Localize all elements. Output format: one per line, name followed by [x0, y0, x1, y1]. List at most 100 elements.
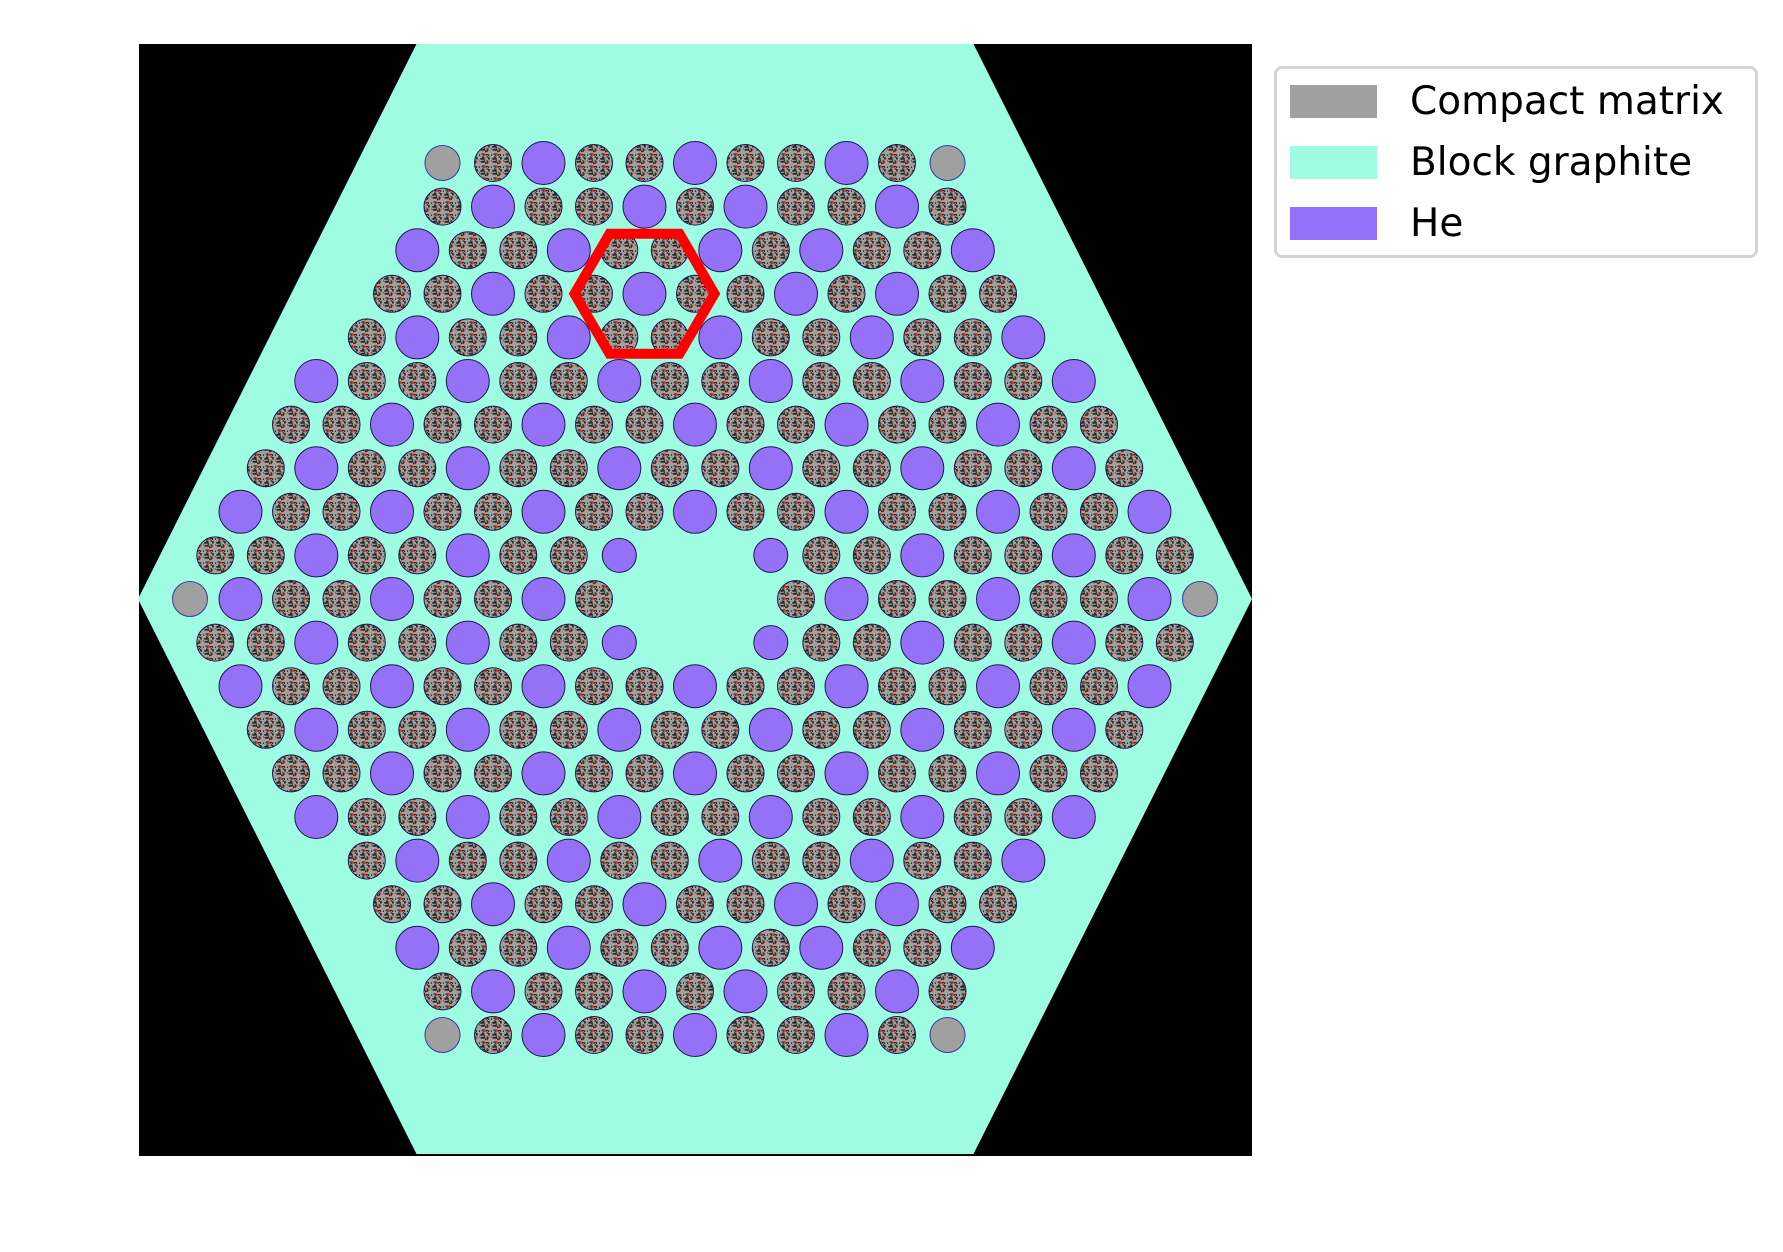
coolant-channel-he — [471, 969, 515, 1014]
coolant-channel-he — [546, 315, 591, 360]
fuel-compact — [726, 667, 765, 706]
fuel-compact — [423, 405, 462, 444]
coolant-channel-he — [1051, 533, 1096, 578]
fuel-compact — [625, 405, 664, 444]
fuel-compact — [246, 710, 285, 749]
coolant-channel-he — [900, 620, 945, 665]
fuel-compact — [1155, 536, 1194, 575]
fuel-compact — [347, 841, 386, 880]
coolant-channel-he — [799, 925, 844, 970]
coolant-channel-he — [900, 359, 945, 403]
fuel-compact — [802, 841, 841, 880]
fuel-compact — [499, 318, 538, 357]
fuel-compact — [347, 798, 386, 836]
coolant-channel-he — [824, 141, 869, 185]
burnable-poison-compact — [424, 1017, 461, 1053]
fuel-compact — [1105, 710, 1144, 749]
fuel-compact — [928, 405, 967, 444]
coolant-channel-he — [395, 838, 440, 883]
fuel-compact — [448, 928, 487, 967]
fuel-compact — [1004, 449, 1043, 488]
fuel-compact — [777, 754, 815, 793]
coolant-channel-he — [1001, 838, 1046, 883]
fuel-compact — [347, 318, 386, 357]
coolant-channel-he — [521, 664, 566, 709]
coolant-channel-he — [294, 359, 339, 403]
coolant-channel-he — [1051, 795, 1096, 839]
fuel-compact — [549, 798, 588, 836]
fuel-compact — [802, 710, 841, 749]
fuel-compact — [903, 928, 942, 967]
fuel-compact — [474, 580, 512, 618]
coolant-channel-he — [622, 969, 667, 1014]
fuel-compact — [726, 1016, 765, 1054]
coolant-channel-he — [875, 882, 919, 927]
coolant-channel-he — [622, 882, 667, 927]
fuel-compact — [878, 405, 916, 444]
coolant-channel-he — [294, 446, 339, 491]
fuel-compact — [726, 492, 765, 531]
fuel-compact — [953, 449, 992, 488]
fuel-compact — [953, 798, 992, 836]
legend-item-compact-matrix: Compact matrix — [1290, 79, 1724, 124]
fuel-compact — [777, 144, 815, 182]
legend: Compact matrix Block graphite He — [1274, 66, 1758, 258]
fuel-compact — [726, 144, 765, 182]
coolant-channel-he — [218, 664, 263, 709]
coolant-channel-he — [698, 925, 743, 970]
coolant-channel-he — [445, 533, 490, 578]
burnable-poison-compact — [929, 1017, 966, 1053]
fuel-compact — [373, 274, 411, 313]
fuel-compact — [575, 1016, 613, 1054]
coolant-channel-he — [673, 664, 717, 709]
coolant-channel-he — [521, 577, 566, 621]
coolant-channel-he — [546, 925, 591, 970]
fuel-compact — [726, 274, 765, 313]
fuel-compact — [852, 362, 891, 400]
fuel-compact — [423, 580, 462, 618]
fuel-compact — [600, 841, 639, 880]
fuel-compact — [423, 885, 462, 924]
fuel-compact — [802, 318, 841, 357]
coolant-channel-he — [445, 620, 490, 665]
fuel-compact — [575, 144, 613, 182]
fuel-compact — [474, 492, 512, 531]
fuel-compact — [827, 187, 866, 226]
fuel-compact — [777, 1016, 815, 1054]
legend-swatch-block-graphite — [1290, 145, 1377, 179]
legend-label-compact-matrix: Compact matrix — [1410, 78, 1724, 124]
coolant-channel-he — [370, 402, 414, 447]
coolant-channel-he — [673, 1013, 717, 1057]
coolant-channel-he — [748, 359, 793, 403]
fuel-compact — [272, 405, 310, 444]
legend-swatch-compact-matrix — [1290, 84, 1377, 118]
fuel-compact — [322, 580, 361, 618]
fuel-compact — [1004, 710, 1043, 749]
coolant-channel-he — [976, 489, 1020, 534]
fuel-compact — [398, 710, 437, 749]
fuel-compact — [1155, 623, 1194, 662]
coolant-channel-he — [445, 359, 490, 403]
fuel-compact — [1080, 667, 1118, 706]
coolant-channel-he — [1051, 359, 1096, 403]
fuel-compact — [347, 362, 386, 400]
fuel-compact — [322, 754, 361, 793]
fuel-compact — [751, 231, 790, 270]
coolant-channel-he — [1127, 489, 1172, 534]
fuel-compact — [549, 449, 588, 488]
burnable-poison-compact — [424, 145, 461, 181]
fuel-compact — [575, 580, 613, 618]
fuel-compact — [852, 231, 891, 270]
fuel-compact — [575, 754, 613, 793]
coolant-channel-he — [294, 620, 339, 665]
fuel-compact — [1029, 580, 1068, 618]
fuel-compact — [625, 144, 664, 182]
fuel-compact — [499, 362, 538, 400]
fuel-compact — [701, 449, 740, 488]
coolant-channel-he — [698, 228, 743, 273]
coolant-channel-he — [950, 228, 995, 273]
fuel-compact — [777, 492, 815, 531]
coolant-channel-he — [597, 795, 642, 839]
fuel-compact — [398, 623, 437, 662]
